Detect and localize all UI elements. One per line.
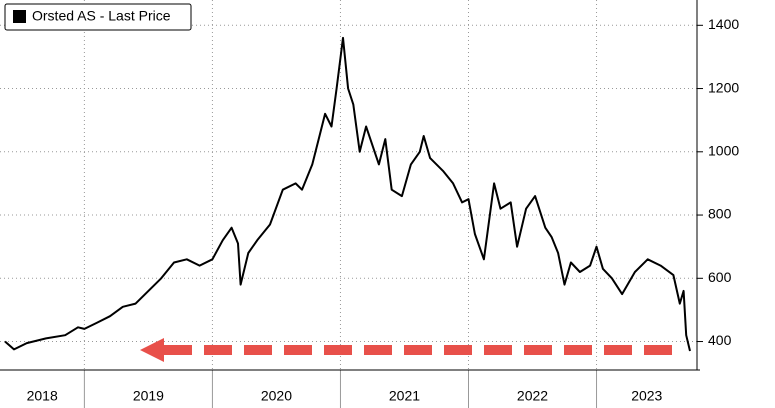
x-tick-label: 2023 (631, 388, 662, 404)
arrow-annotation (140, 338, 672, 362)
x-tick-label: 2020 (261, 388, 292, 404)
x-tick-label: 2022 (517, 388, 548, 404)
y-tick-label: 600 (708, 269, 732, 285)
y-tick-label: 1200 (708, 79, 739, 95)
price-line (4, 36, 691, 352)
legend-swatch (13, 10, 26, 23)
y-tick-label: 400 (708, 332, 732, 348)
y-tick-label: 1000 (708, 142, 739, 158)
legend: Orsted AS - Last Price (4, 3, 192, 31)
arrow-head (140, 338, 164, 362)
y-tick-label: 800 (708, 206, 732, 222)
legend-label: Orsted AS - Last Price (32, 8, 171, 24)
y-tick-label: 1400 (708, 16, 739, 32)
legend-box (4, 3, 192, 31)
x-tick-label: 2019 (133, 388, 164, 404)
x-tick-label: 2018 (27, 388, 58, 404)
x-tick-label: 2021 (389, 388, 420, 404)
axes: 400 600 800 1000 1200 1400 2018 2019 2020 2021 202… (0, 0, 739, 408)
